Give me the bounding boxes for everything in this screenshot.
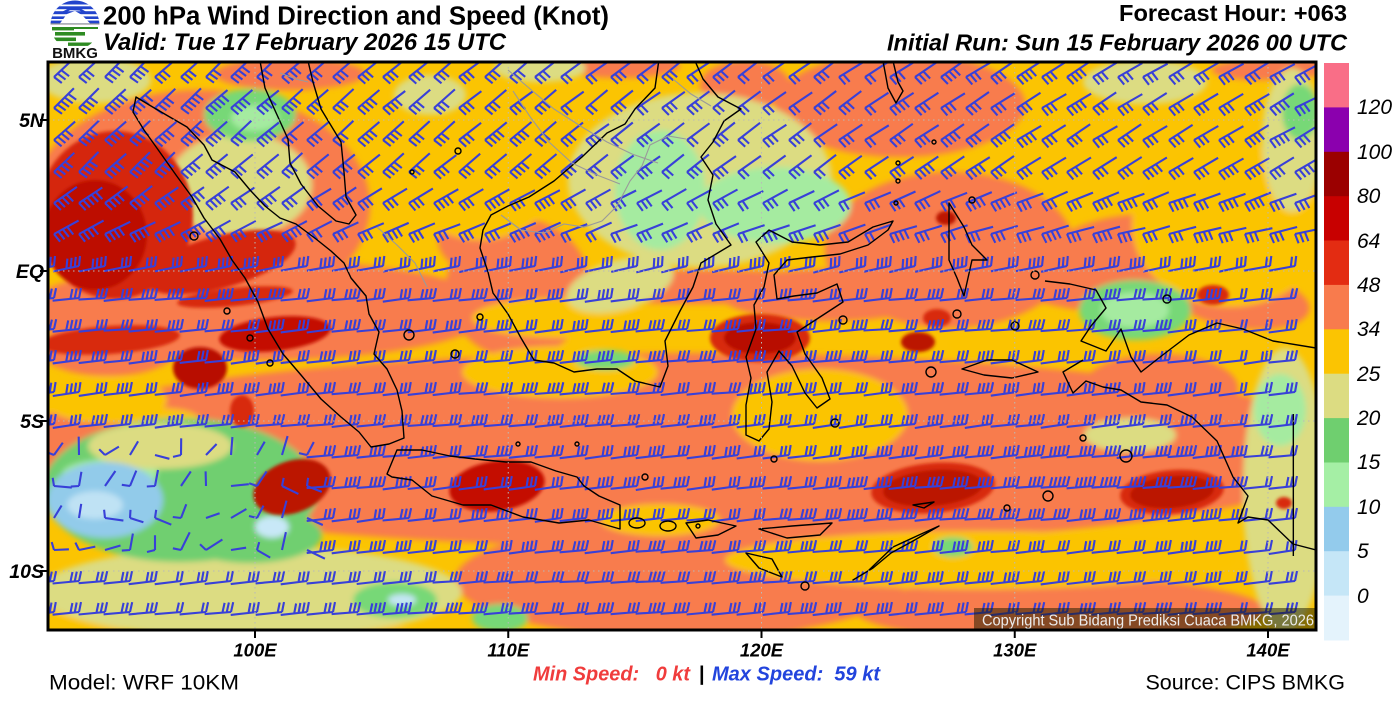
svg-text:Min Speed: 0 kt: Min Speed: 0 kt [533,664,691,686]
svg-text:5S: 5S [20,411,44,433]
svg-text:130E: 130E [993,640,1037,661]
svg-text:0: 0 [1357,585,1369,608]
svg-text:100: 100 [1357,141,1392,164]
svg-text:10S: 10S [9,561,44,583]
svg-text:Copyright Sub Bidang Prediksi: Copyright Sub Bidang Prediksi Cuaca BMKG… [982,613,1314,630]
svg-text:48: 48 [1357,274,1381,297]
svg-text:25: 25 [1356,363,1381,386]
svg-text:EQ: EQ [16,261,44,283]
svg-text:BMKG: BMKG [52,45,98,62]
svg-text:Model: WRF 10KM: Model: WRF 10KM [49,671,239,695]
svg-text:Forecast Hour: +063: Forecast Hour: +063 [1119,0,1347,26]
svg-text:200 hPa Wind Direction and Spe: 200 hPa Wind Direction and Speed (Knot) [103,3,609,31]
svg-text:Initial Run: Sun 15 February 2: Initial Run: Sun 15 February 2026 00 UTC [887,30,1348,56]
svg-text:64: 64 [1357,230,1380,253]
svg-text:20: 20 [1356,407,1381,430]
svg-text:Valid: Tue 17 February 2026 15: Valid: Tue 17 February 2026 15 UTC [103,29,507,56]
svg-text:5: 5 [1357,540,1369,563]
svg-text:Source: CIPS BMKG: Source: CIPS BMKG [1145,671,1345,695]
svg-text:110E: 110E [487,640,529,661]
svg-text:100E: 100E [233,640,277,661]
svg-text:34: 34 [1357,318,1380,341]
svg-text:15: 15 [1357,451,1381,474]
svg-text:140E: 140E [1246,640,1290,661]
svg-text:5N: 5N [19,110,45,132]
svg-text:120: 120 [1357,96,1392,119]
svg-text:120E: 120E [740,640,784,661]
svg-text:Max Speed: 59 kt: Max Speed: 59 kt [712,664,881,686]
svg-text:|: | [699,664,705,686]
svg-text:10: 10 [1357,496,1381,519]
svg-text:80: 80 [1357,185,1381,208]
